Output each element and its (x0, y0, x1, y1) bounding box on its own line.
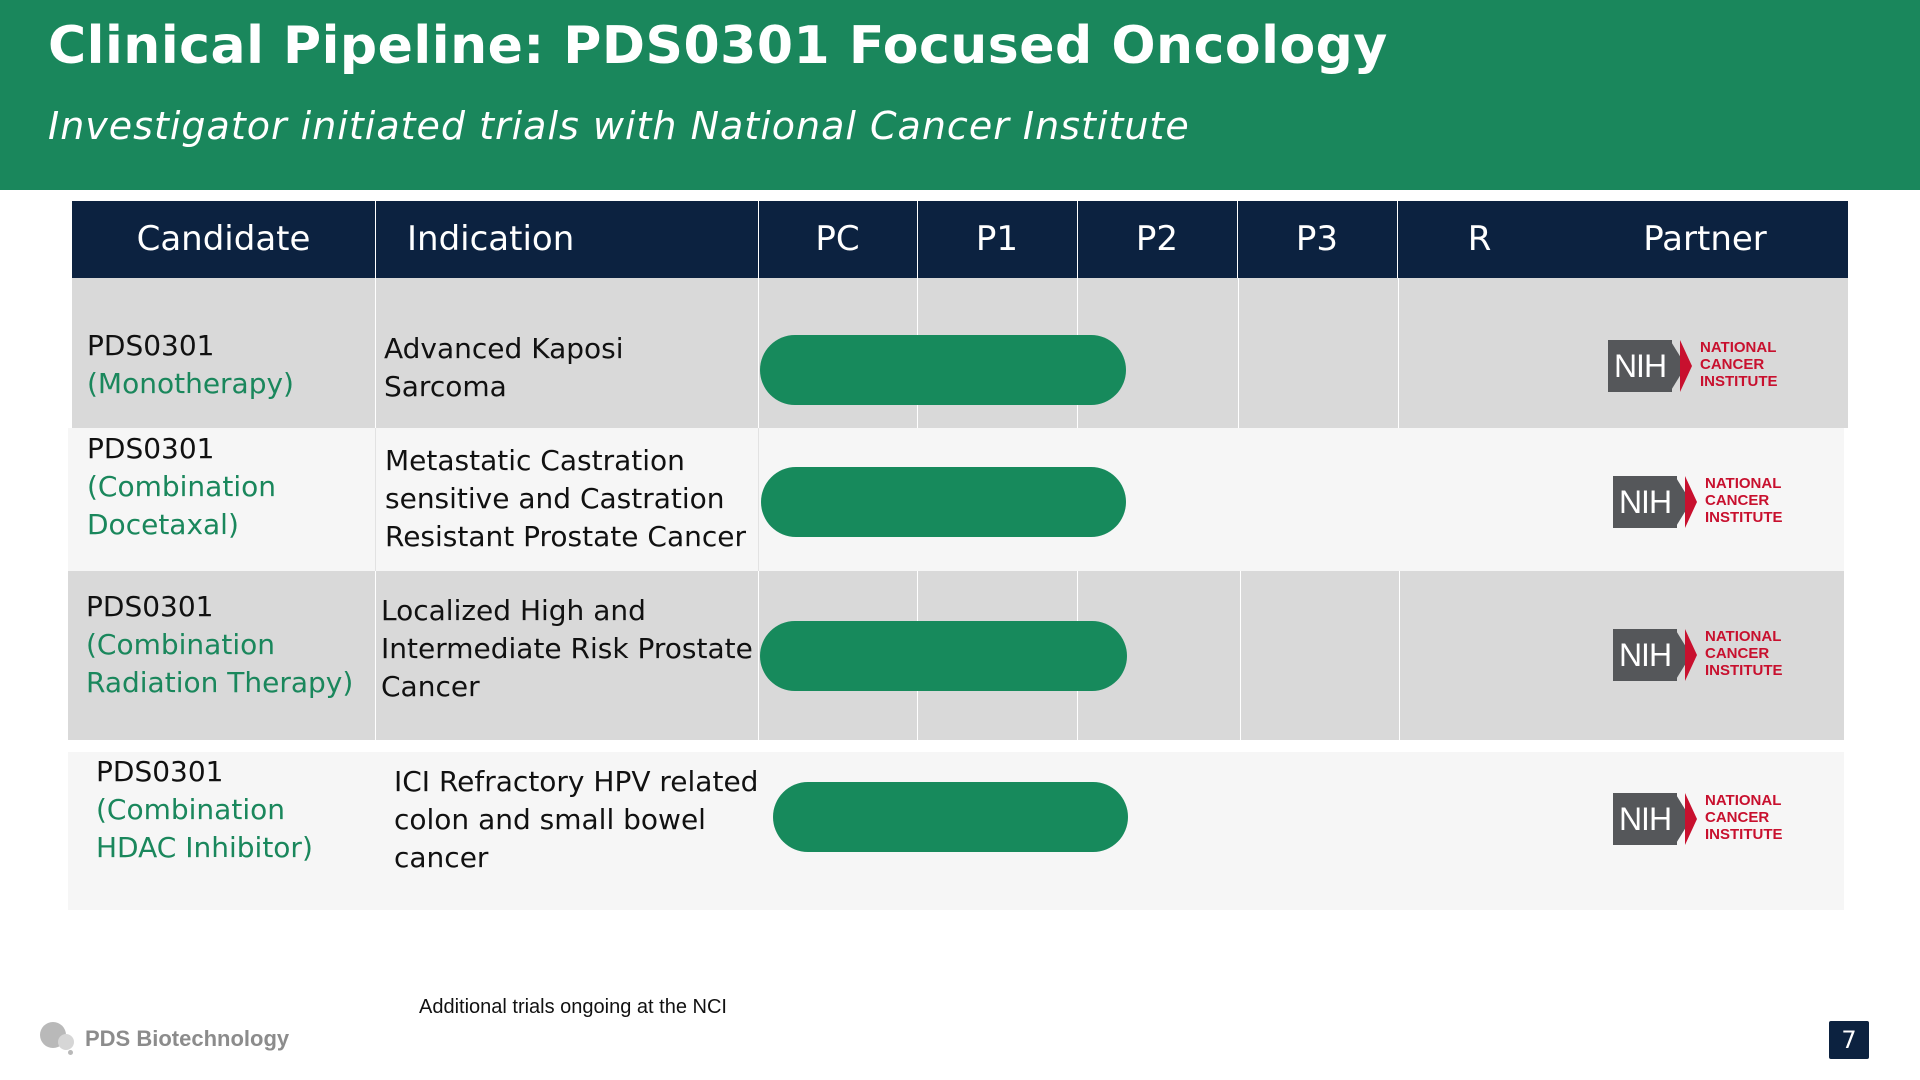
nci-logo: NIH NATIONAL CANCER INSTITUTE (1613, 474, 1793, 534)
col-header-p3: P3 (1295, 219, 1339, 259)
candidate-cell: PDS0301 (Combination Radiation Therapy) (86, 588, 371, 702)
indication-cell: Localized High and Intermediate Risk Pro… (381, 594, 753, 703)
page-number: 7 (1829, 1021, 1869, 1059)
candidate-cell: PDS0301 (Monotherapy) (87, 327, 367, 403)
candidate-detail: (Monotherapy) (87, 367, 294, 400)
col-header-partner: Partner (1643, 219, 1767, 259)
col-header-indication: Indication (407, 219, 575, 259)
table-row: PDS0301 (Combination Radiation Therapy) … (68, 571, 1844, 740)
candidate-detail: (Combination Docetaxal) (87, 470, 276, 541)
table-header: Candidate Indication PC P1 P2 P3 R Partn… (72, 201, 1848, 278)
nci-logo: NIH NATIONAL CANCER INSTITUTE (1608, 338, 1788, 398)
table-row: PDS0301 (Combination Docetaxal) Metastat… (68, 428, 1844, 571)
page-subtitle: Investigator initiated trials with Natio… (48, 104, 1190, 148)
candidate-name: PDS0301 (87, 432, 215, 465)
candidate-detail: (Combination Radiation Therapy) (86, 628, 354, 699)
candidate-cell: PDS0301 (Combination HDAC Inhibitor) (96, 753, 376, 867)
page-title: Clinical Pipeline: PDS0301 Focused Oncol… (48, 16, 1388, 76)
nci-logo: NIH NATIONAL CANCER INSTITUTE (1613, 791, 1793, 851)
company-name: PDS Biotechnology (85, 1026, 290, 1051)
indication-cell: ICI Refractory HPV related colon and sma… (394, 765, 759, 874)
progress-bar (761, 467, 1126, 537)
progress-bar (760, 621, 1127, 691)
indication-cell: Metastatic Castration sensitive and Cast… (385, 444, 746, 553)
candidate-detail: (Combination HDAC Inhibitor) (96, 793, 313, 864)
progress-bar (760, 335, 1126, 405)
col-header-r: R (1467, 219, 1492, 259)
col-header-candidate: Candidate (136, 219, 311, 259)
candidate-name: PDS0301 (86, 590, 214, 623)
candidate-name: PDS0301 (87, 329, 215, 362)
candidate-cell: PDS0301 (Combination Docetaxal) (87, 430, 367, 544)
progress-bar (773, 782, 1128, 852)
col-header-pc: PC (815, 219, 860, 259)
nci-logo: NIH NATIONAL CANCER INSTITUTE (1613, 627, 1793, 687)
table-row: PDS0301 (Combination HDAC Inhibitor) ICI… (68, 752, 1844, 910)
indication-cell: Advanced Kaposi Sarcoma (384, 332, 624, 403)
col-header-p2: P2 (1135, 219, 1179, 259)
title-banner: Clinical Pipeline: PDS0301 Focused Oncol… (0, 0, 1920, 190)
footnote: Additional trials ongoing at the NCI (419, 996, 727, 1018)
col-header-p1: P1 (975, 219, 1019, 259)
candidate-name: PDS0301 (96, 755, 224, 788)
table-row: PDS0301 (Monotherapy) Advanced Kaposi Sa… (72, 278, 1848, 428)
